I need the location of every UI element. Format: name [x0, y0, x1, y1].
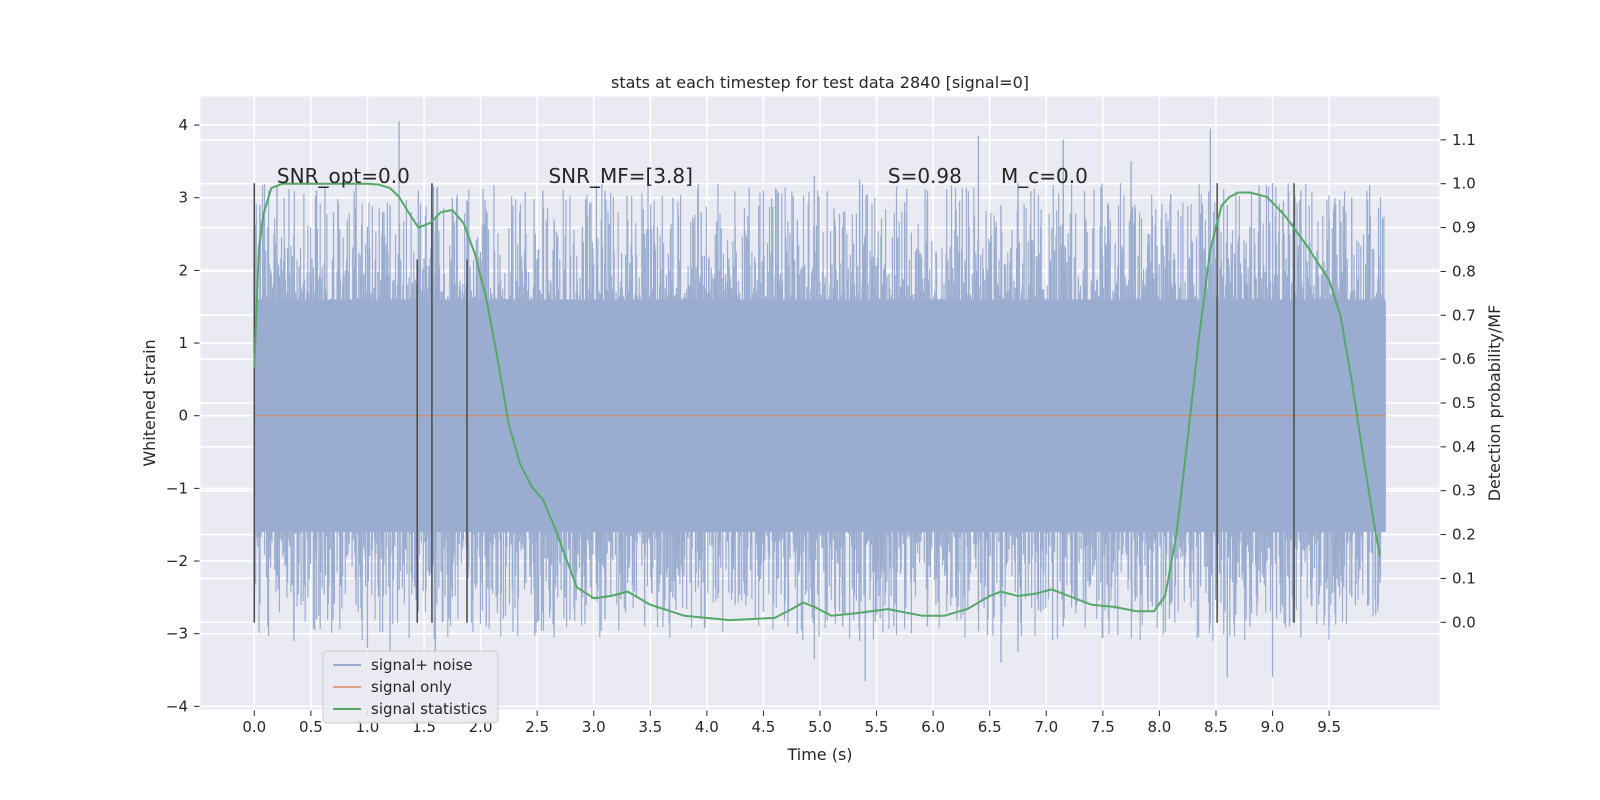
y-tick-label: −1 — [166, 479, 188, 497]
legend-item: signal only — [333, 678, 452, 696]
y2-tick-label: 0.6 — [1452, 350, 1476, 368]
y2-tick-label: 1.1 — [1452, 131, 1476, 149]
annotation: M_c=0.0 — [1001, 164, 1088, 188]
annotation: S=0.98 — [888, 164, 962, 188]
x-tick-label: 5.0 — [808, 718, 832, 736]
y-tick-label: −4 — [166, 697, 188, 715]
x-tick-label: 8.0 — [1147, 718, 1171, 736]
chart-title: stats at each timestep for test data 284… — [611, 73, 1029, 92]
legend-box — [322, 650, 499, 724]
x-tick-label: 8.5 — [1204, 718, 1228, 736]
y2-tick-label: 0.0 — [1452, 613, 1476, 631]
y-tick-label: 1 — [178, 334, 188, 352]
legend: signal+ noise signal only signal statistic… — [322, 650, 499, 724]
legend-item: signal+ noise — [333, 656, 473, 674]
y2-tick-label: 0.2 — [1452, 526, 1476, 544]
legend-label: signal+ noise — [371, 656, 473, 674]
x-tick-label: 9.5 — [1317, 718, 1341, 736]
y2-tick-label: 0.5 — [1452, 394, 1476, 412]
plot-frame — [199, 95, 1441, 711]
y-tick-label: 2 — [178, 261, 188, 279]
y2-tick-label: 0.1 — [1452, 569, 1476, 587]
y2-tick-label: 0.7 — [1452, 306, 1476, 324]
vertical-markers — [253, 183, 1295, 623]
x-tick-label: 6.5 — [978, 718, 1002, 736]
x-tick-label: 7.0 — [1034, 718, 1058, 736]
x-tick-label: 0.0 — [242, 718, 266, 736]
series-signal-statistics — [253, 182, 1381, 622]
y2-tick-label: 1.0 — [1452, 175, 1476, 193]
x-tick-label: 2.5 — [525, 718, 549, 736]
y2-tick-label: 0.4 — [1452, 438, 1476, 456]
y-tick-label: −2 — [166, 552, 188, 570]
y-tick-label: 0 — [178, 407, 188, 425]
legend-label: signal statistics — [371, 700, 487, 718]
x-axis-label: Time (s) — [786, 745, 852, 764]
x-tick-label: 0.5 — [299, 718, 323, 736]
y-tick-label: 3 — [178, 189, 188, 207]
x-tick-label: 3.0 — [582, 718, 606, 736]
annotation: SNR_MF=[3.8] — [548, 164, 692, 188]
y2-tick-label: 0.3 — [1452, 482, 1476, 500]
y-tick-label: 4 — [178, 116, 188, 134]
legend-item: signal statistics — [333, 700, 487, 718]
x-tick-label: 3.5 — [638, 718, 662, 736]
signal-statistics-line — [253, 182, 1381, 622]
y2-axis-label: Detection probability/MF — [1485, 305, 1504, 502]
annotation: SNR_opt=0.0 — [277, 164, 410, 188]
x-tick-label: 5.5 — [865, 718, 889, 736]
x-tick-label: 4.0 — [695, 718, 719, 736]
axes: 0.0 0.5 1.0 1.5 2.0 2.5 3.0 3.5 4.0 4.5 5.0 5.5 6.0 6… — [166, 95, 1476, 736]
annotations: SNR_opt=0.0 SNR_MF=[3.8] S=0.98 M_c=0.0 — [277, 164, 1088, 188]
x-tick-label: 9.0 — [1261, 718, 1285, 736]
x-tick-label: 7.5 — [1091, 718, 1115, 736]
y-axis-label: Whitened strain — [140, 339, 159, 466]
y2-tick-label: 0.9 — [1452, 219, 1476, 237]
x-tick-label: 6.0 — [921, 718, 945, 736]
x-tick-label: 4.5 — [752, 718, 776, 736]
legend-label: signal only — [371, 678, 452, 696]
y-tick-label: −3 — [166, 625, 188, 643]
y2-tick-label: 0.8 — [1452, 262, 1476, 280]
